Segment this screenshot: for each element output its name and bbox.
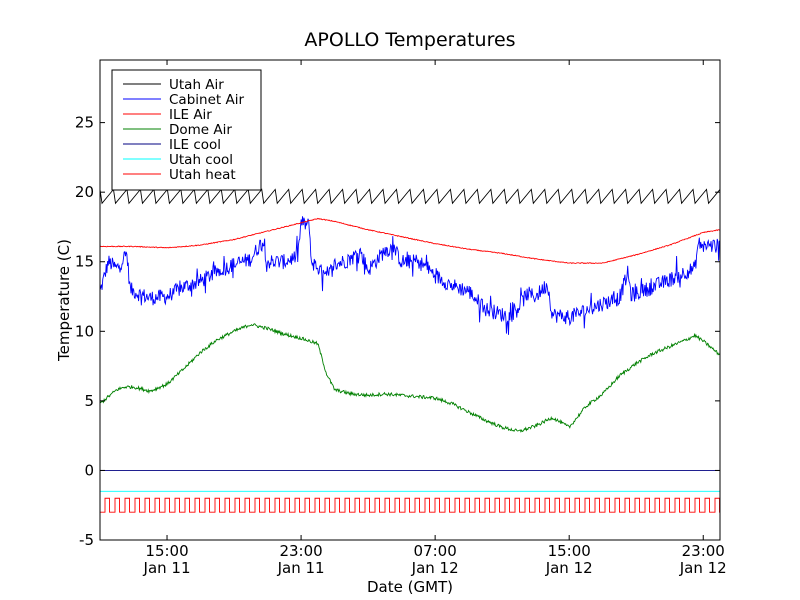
y-tick-label: 0 (84, 461, 94, 479)
y-axis-label: Temperature (C) (55, 239, 73, 362)
x-tick-label-time: 23:00 (682, 542, 725, 560)
x-tick-label-time: 23:00 (279, 542, 322, 560)
series-line-utah-heat (100, 497, 720, 513)
y-tick-label: 20 (75, 183, 94, 201)
x-tick-label-date: Jan 12 (679, 559, 727, 577)
legend-label: Cabinet Air (169, 92, 244, 108)
y-tick-label: 25 (75, 114, 94, 132)
legend-label: Utah heat (169, 167, 236, 183)
series-line-utah-air (100, 188, 720, 205)
x-tick-label-time: 07:00 (414, 542, 457, 560)
plot-frame (99, 59, 721, 541)
series-line-dome-air (100, 323, 720, 433)
x-tick-label-date: Jan 12 (411, 559, 459, 577)
x-axis-label: Date (GMT) (367, 578, 453, 596)
series-line-ile-air (100, 217, 720, 265)
y-tick-label: -5 (79, 531, 94, 549)
x-tick-label-date: Jan 11 (143, 559, 191, 577)
x-tick-label-date: Jan 11 (277, 559, 325, 577)
y-tick-label: 5 (84, 392, 94, 410)
y-tick-label: 15 (75, 253, 94, 271)
x-tick-label-date: Jan 12 (545, 559, 593, 577)
legend-label: Utah Air (169, 77, 224, 93)
series-layer (100, 188, 720, 513)
y-tick-label: 10 (75, 322, 94, 340)
chart-title: APOLLO Temperatures (304, 29, 515, 51)
x-tick-label-time: 15:00 (145, 542, 188, 560)
legend-box (111, 69, 262, 191)
legend-label: ILE cool (169, 137, 221, 153)
legend-label: ILE Air (169, 107, 212, 123)
legend-label: Dome Air (169, 122, 232, 138)
legend-label: Utah cool (169, 152, 233, 168)
series-line-cabinet-air (100, 216, 720, 335)
x-tick-label-time: 15:00 (548, 542, 591, 560)
